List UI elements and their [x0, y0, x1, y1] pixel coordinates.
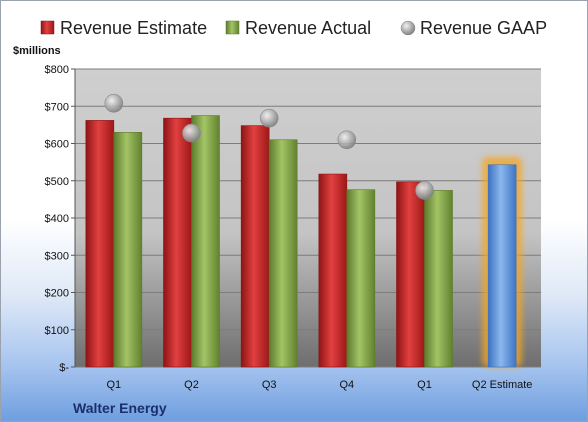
legend-swatch-actual [225, 20, 240, 35]
y-tick-label: $700 [45, 101, 69, 113]
marker-revenue-gaap[interactable] [259, 108, 279, 128]
marker-revenue-gaap[interactable] [182, 123, 201, 143]
bar-revenue-actual[interactable] [424, 190, 453, 368]
x-tick-label: Q4 [339, 379, 354, 391]
x-tick-label: Q2 Estimate [472, 379, 533, 391]
y-tick-label: $500 [45, 176, 69, 188]
y-unit-label: $millions [13, 45, 61, 57]
bar-revenue-estimate[interactable] [163, 117, 192, 368]
y-tick-label: $800 [45, 64, 69, 76]
legend-swatch-estimate [40, 20, 55, 35]
x-axis-ticks: Q1 Q2 Q3 Q4 Q1 Q2 Estimate [106, 379, 532, 391]
y-tick-label: $600 [45, 139, 69, 151]
legend-item-estimate[interactable]: Revenue Estimate [40, 18, 207, 38]
bar-q2-estimate[interactable] [487, 164, 517, 368]
x-tick-label: Q1 [106, 379, 121, 391]
legend-label-estimate: Revenue Estimate [60, 18, 207, 38]
legend-label-actual: Revenue Actual [245, 18, 371, 38]
y-tick-label: $400 [45, 213, 69, 225]
bar-revenue-estimate[interactable] [240, 125, 270, 368]
bar-revenue-actual[interactable] [113, 132, 143, 368]
legend-item-actual[interactable]: Revenue Actual [225, 18, 371, 38]
x-tick-label: Q2 [184, 379, 199, 391]
legend-item-gaap[interactable]: Revenue GAAP [400, 18, 547, 38]
company-name: Walter Energy [73, 400, 167, 416]
marker-revenue-gaap[interactable] [104, 93, 124, 113]
bar-revenue-actual[interactable] [346, 189, 376, 368]
legend-swatch-gaap [400, 20, 416, 36]
y-tick-label: $300 [45, 250, 69, 262]
gaap-markers [104, 93, 434, 200]
y-tick-label: $200 [45, 288, 69, 300]
y-tick-label: $100 [45, 325, 69, 337]
x-tick-label: Q3 [262, 379, 277, 391]
legend: Revenue Estimate Revenue Actual Revenue … [40, 18, 547, 38]
bar-revenue-actual[interactable] [191, 115, 220, 368]
bar-revenue-estimate[interactable] [85, 120, 115, 368]
y-tick-label: $- [59, 362, 69, 374]
x-tick-label: Q1 [417, 379, 432, 391]
bar-revenue-estimate[interactable] [396, 181, 425, 368]
bars [85, 115, 523, 368]
marker-revenue-gaap[interactable] [337, 130, 357, 150]
legend-label-gaap: Revenue GAAP [420, 18, 547, 38]
gridlines [71, 68, 541, 368]
bar-revenue-actual[interactable] [268, 139, 298, 368]
marker-revenue-gaap[interactable] [415, 181, 434, 200]
y-axis-ticks: $- $100 $200 $300 $400 $500 $600 $700 $800 [45, 64, 70, 374]
bar-revenue-estimate[interactable] [318, 173, 348, 368]
